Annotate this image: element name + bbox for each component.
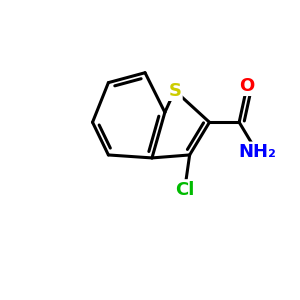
Text: O: O [239,76,255,94]
Text: S: S [168,82,181,100]
Text: Cl: Cl [175,181,194,199]
Text: NH₂: NH₂ [238,143,276,161]
